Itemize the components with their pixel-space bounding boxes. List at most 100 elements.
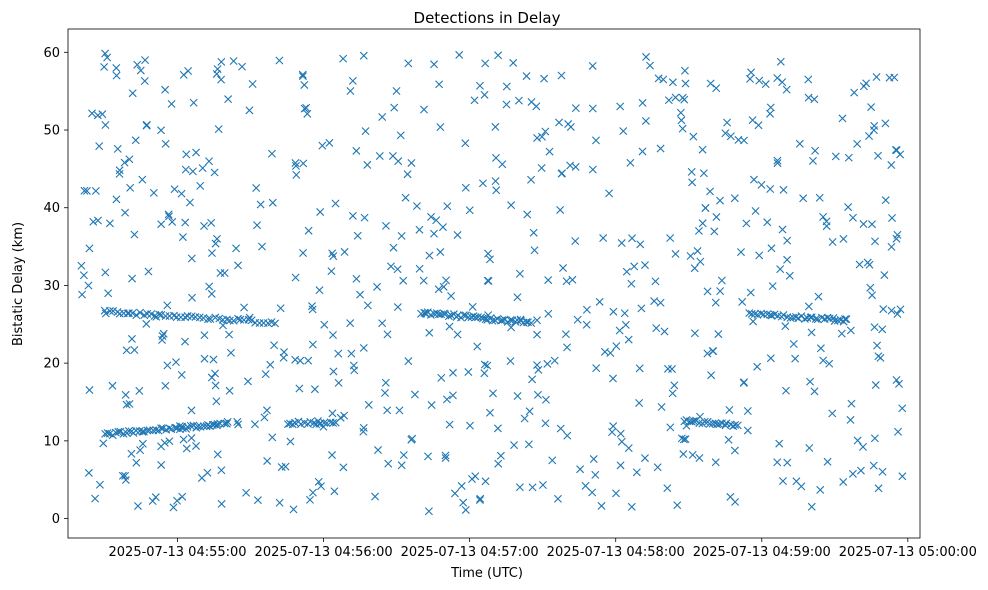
detection-point — [144, 267, 153, 276]
detection-point — [873, 341, 882, 350]
detection-point — [210, 168, 219, 177]
detection-point — [616, 429, 625, 438]
detection-point — [681, 79, 690, 88]
detection-point — [225, 386, 234, 395]
detection-point — [212, 397, 221, 406]
detection-point — [483, 361, 492, 370]
detection-point — [666, 423, 675, 432]
detection-point — [781, 386, 790, 395]
detection-point — [207, 289, 216, 298]
detection-point — [839, 477, 848, 486]
detection-point — [455, 50, 464, 59]
x-tick-label: 2025-07-13 04:57:00 — [401, 545, 539, 560]
detection-point — [679, 435, 688, 444]
detection-point — [157, 126, 166, 135]
detection-point — [589, 455, 598, 464]
detection-point — [470, 96, 479, 105]
detection-point — [766, 354, 775, 363]
detection-point — [534, 365, 543, 374]
detection-point — [620, 309, 629, 318]
detection-point — [122, 400, 131, 409]
detection-point — [533, 330, 542, 339]
detection-point — [298, 70, 307, 79]
detection-point — [712, 84, 721, 93]
detection-point — [359, 423, 368, 432]
detection-point — [622, 267, 631, 276]
detection-point — [466, 421, 474, 430]
detection-point — [213, 450, 222, 459]
detection-point — [533, 316, 542, 325]
detection-point — [386, 262, 395, 271]
detection-point — [785, 271, 794, 280]
detection-point — [813, 315, 822, 324]
detection-point — [878, 325, 887, 334]
detection-point — [157, 460, 166, 469]
detection-point — [119, 309, 128, 318]
detection-point — [346, 86, 355, 95]
detection-point — [104, 289, 113, 298]
detection-point — [142, 121, 151, 130]
detection-point — [708, 347, 717, 356]
detection-point — [89, 217, 98, 226]
detection-point — [234, 420, 243, 429]
detection-point — [676, 108, 685, 117]
detection-point — [783, 255, 792, 264]
detection-point — [448, 368, 457, 377]
detection-point — [217, 466, 226, 475]
detection-point — [529, 228, 538, 237]
detection-point — [859, 82, 868, 91]
detection-point — [773, 458, 782, 467]
detection-point — [211, 381, 220, 390]
detection-point — [582, 305, 591, 314]
detection-point — [178, 492, 187, 501]
detection-point — [483, 276, 492, 285]
detection-point — [289, 505, 298, 514]
detection-point — [473, 342, 482, 351]
detection-point — [768, 282, 777, 291]
detection-point — [93, 111, 102, 120]
detection-point — [91, 186, 100, 195]
detection-point — [138, 439, 147, 448]
detection-point — [441, 451, 450, 460]
detection-point — [848, 469, 857, 478]
y-axis-label: Bistatic Delay (km) — [11, 222, 26, 346]
detection-point — [640, 454, 649, 463]
detection-point — [670, 381, 679, 390]
detection-point — [286, 437, 295, 446]
detection-point — [211, 369, 219, 378]
detection-point — [226, 348, 235, 357]
detection-point — [200, 331, 209, 340]
detection-point — [867, 103, 876, 112]
detection-point — [537, 132, 546, 141]
detection-point — [491, 122, 500, 131]
detection-point — [329, 252, 338, 261]
detection-point — [816, 485, 825, 494]
detection-point — [291, 159, 300, 168]
detection-point — [616, 461, 625, 470]
detection-point — [870, 434, 879, 443]
detection-point — [562, 277, 571, 286]
detection-point — [363, 160, 372, 169]
detection-point — [163, 361, 172, 370]
detection-point — [657, 403, 666, 411]
detection-point — [748, 116, 757, 125]
detection-point — [447, 311, 456, 320]
detection-point — [207, 218, 216, 227]
detection-point — [85, 386, 94, 395]
detection-point — [493, 424, 502, 433]
detection-point — [739, 378, 748, 387]
detection-point — [125, 399, 134, 408]
detection-point — [136, 66, 145, 75]
detection-point — [181, 337, 190, 346]
detection-point — [767, 311, 776, 320]
detection-point — [316, 207, 325, 216]
detection-point — [310, 385, 319, 394]
detection-point — [800, 314, 809, 323]
detection-point — [637, 304, 646, 313]
detection-point — [378, 319, 387, 328]
detection-point — [88, 109, 97, 118]
detection-point — [430, 60, 439, 69]
detection-point — [763, 218, 772, 227]
detection-point — [739, 136, 748, 145]
detection-point — [260, 413, 269, 422]
